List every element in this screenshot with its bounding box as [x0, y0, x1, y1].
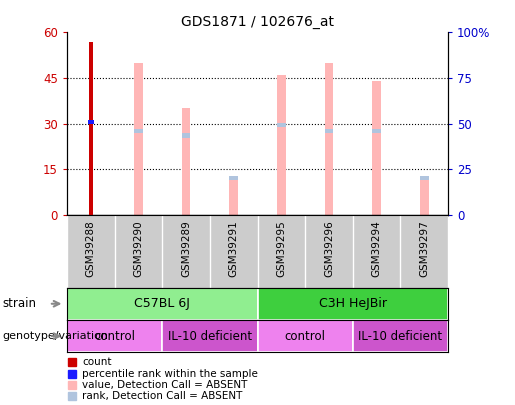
- Text: GSM39297: GSM39297: [419, 220, 429, 277]
- Bar: [134, 129, 143, 133]
- Text: GSM39296: GSM39296: [324, 220, 334, 277]
- Bar: [420, 176, 428, 181]
- Text: IL-10 deficient: IL-10 deficient: [168, 330, 252, 343]
- Text: IL-10 deficient: IL-10 deficient: [358, 330, 442, 343]
- Text: C3H HeJBir: C3H HeJBir: [319, 297, 387, 310]
- Text: control: control: [94, 330, 135, 343]
- Bar: [67, 288, 258, 320]
- Text: percentile rank within the sample: percentile rank within the sample: [82, 369, 259, 379]
- Bar: [420, 178, 428, 215]
- Bar: [67, 320, 162, 352]
- Text: GSM39291: GSM39291: [229, 220, 238, 277]
- Bar: [229, 176, 238, 181]
- Bar: [88, 120, 94, 124]
- Text: genotype/variation: genotype/variation: [3, 331, 109, 341]
- Bar: [229, 178, 238, 215]
- Text: GSM39288: GSM39288: [86, 220, 96, 277]
- Text: C57BL 6J: C57BL 6J: [134, 297, 190, 310]
- Bar: [89, 42, 93, 215]
- Title: GDS1871 / 102676_at: GDS1871 / 102676_at: [181, 15, 334, 29]
- Bar: [258, 320, 353, 352]
- Bar: [182, 133, 191, 138]
- Text: rank, Detection Call = ABSENT: rank, Detection Call = ABSENT: [82, 392, 243, 401]
- Bar: [324, 63, 333, 215]
- Bar: [134, 63, 143, 215]
- Text: strain: strain: [3, 297, 37, 310]
- Bar: [353, 320, 448, 352]
- Bar: [182, 108, 191, 215]
- Text: count: count: [82, 358, 112, 367]
- Text: GSM39295: GSM39295: [277, 220, 286, 277]
- Bar: [372, 81, 381, 215]
- Text: GSM39290: GSM39290: [133, 220, 143, 277]
- Text: GSM39289: GSM39289: [181, 220, 191, 277]
- Bar: [324, 129, 333, 133]
- Bar: [277, 123, 286, 127]
- Bar: [372, 129, 381, 133]
- Text: GSM39294: GSM39294: [372, 220, 382, 277]
- Bar: [162, 320, 258, 352]
- Text: control: control: [285, 330, 325, 343]
- Bar: [258, 288, 448, 320]
- Bar: [277, 75, 286, 215]
- Text: value, Detection Call = ABSENT: value, Detection Call = ABSENT: [82, 380, 248, 390]
